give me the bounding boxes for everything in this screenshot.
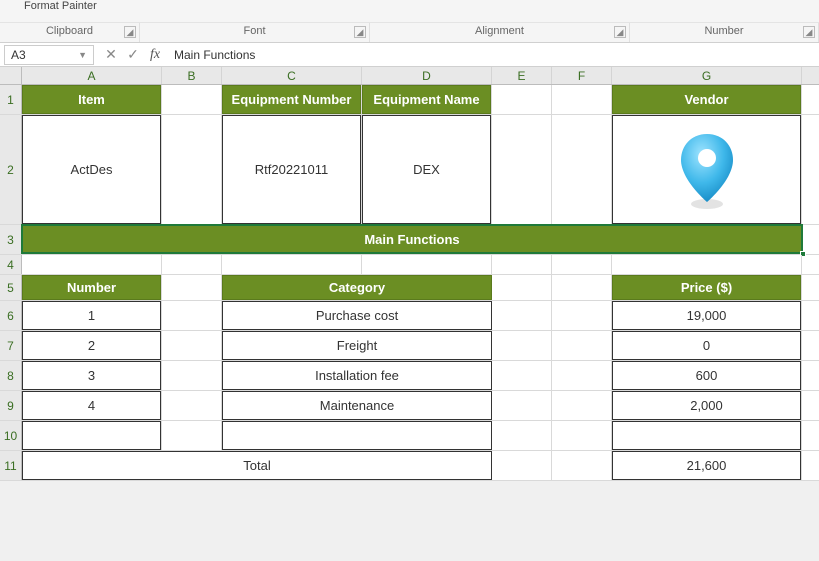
cell-vendor-value[interactable] xyxy=(612,115,801,224)
table-header-category: Category xyxy=(222,275,492,300)
row-header[interactable]: 8 xyxy=(0,361,22,390)
ribbon-group-clipboard: Clipboard ◢ xyxy=(0,23,140,42)
enter-icon[interactable]: ✓ xyxy=(122,46,144,63)
row-header[interactable]: 3 xyxy=(0,225,22,254)
cell-number[interactable]: 4 xyxy=(22,391,161,420)
table-header-vendor: Vendor xyxy=(612,85,801,114)
formula-input[interactable]: Main Functions xyxy=(166,48,819,62)
ribbon-group-label: Clipboard xyxy=(46,25,93,37)
row-header[interactable]: 11 xyxy=(0,451,22,480)
cell-empty[interactable] xyxy=(612,421,801,450)
table-header-price: Price ($) xyxy=(612,275,801,300)
format-painter-button[interactable]: Format Painter xyxy=(0,0,103,12)
cell-category[interactable]: Maintenance xyxy=(222,391,492,420)
dialog-launcher-icon[interactable]: ◢ xyxy=(803,26,815,38)
cell-total-label[interactable]: Total xyxy=(22,451,492,480)
column-header[interactable]: C xyxy=(222,67,362,84)
ribbon-group-number: Number ◢ xyxy=(630,23,819,42)
cell-total-price[interactable]: 21,600 xyxy=(612,451,801,480)
cell-number[interactable]: 2 xyxy=(22,331,161,360)
column-header[interactable]: D xyxy=(362,67,492,84)
column-header[interactable]: E xyxy=(492,67,552,84)
cell-price[interactable]: 600 xyxy=(612,361,801,390)
name-box[interactable]: A3 ▼ xyxy=(4,45,94,65)
cell-price[interactable]: 0 xyxy=(612,331,801,360)
cell-category[interactable]: Purchase cost xyxy=(222,301,492,330)
column-header[interactable]: A xyxy=(22,67,162,84)
column-header-row: A B C D E F G xyxy=(0,67,819,85)
row-header[interactable]: 7 xyxy=(0,331,22,360)
chevron-down-icon[interactable]: ▼ xyxy=(78,50,87,60)
cell-category[interactable]: Installation fee xyxy=(222,361,492,390)
column-header[interactable]: G xyxy=(612,67,802,84)
fx-icon[interactable]: fx xyxy=(144,47,166,63)
cell-number[interactable]: 3 xyxy=(22,361,161,390)
formula-bar-row: A3 ▼ ✕ ✓ fx Main Functions xyxy=(0,43,819,67)
spreadsheet-grid[interactable]: A B C D E F G 1 Item Equipment Number Eq… xyxy=(0,67,819,481)
column-header[interactable]: B xyxy=(162,67,222,84)
table-header-eqnum: Equipment Number xyxy=(222,85,361,114)
dialog-launcher-icon[interactable]: ◢ xyxy=(354,26,366,38)
ribbon-group-font: Font ◢ xyxy=(140,23,370,42)
table-header-item: Item xyxy=(22,85,161,114)
name-box-value: A3 xyxy=(11,48,26,62)
dialog-launcher-icon[interactable]: ◢ xyxy=(124,26,136,38)
row-header[interactable]: 9 xyxy=(0,391,22,420)
select-all-corner[interactable] xyxy=(0,67,22,84)
ribbon: Format Painter Clipboard ◢ Font ◢ Alignm… xyxy=(0,0,819,43)
merged-main-functions[interactable]: Main Functions xyxy=(22,225,802,254)
cell-item-value[interactable]: ActDes xyxy=(22,115,161,224)
table-header-number: Number xyxy=(22,275,161,300)
dialog-launcher-icon[interactable]: ◢ xyxy=(614,26,626,38)
row-header[interactable]: 1 xyxy=(0,85,22,114)
cell-price[interactable]: 19,000 xyxy=(612,301,801,330)
ribbon-group-label: Font xyxy=(243,25,265,37)
ribbon-group-label: Alignment xyxy=(475,25,524,37)
cell-number[interactable]: 1 xyxy=(22,301,161,330)
cell-category[interactable]: Freight xyxy=(222,331,492,360)
cell-price[interactable]: 2,000 xyxy=(612,391,801,420)
map-pin-icon xyxy=(677,130,737,210)
ribbon-group-alignment: Alignment ◢ xyxy=(370,23,630,42)
ribbon-group-label: Number xyxy=(704,25,743,37)
cell-empty[interactable] xyxy=(22,421,161,450)
table-header-eqname: Equipment Name xyxy=(362,85,491,114)
row-header[interactable]: 5 xyxy=(0,275,22,300)
row-header[interactable]: 10 xyxy=(0,421,22,450)
column-header[interactable]: F xyxy=(552,67,612,84)
cell-empty[interactable] xyxy=(222,421,492,450)
cell-eqname-value[interactable]: DEX xyxy=(362,115,491,224)
row-header[interactable]: 4 xyxy=(0,255,22,274)
cell-eqnum-value[interactable]: Rtf20221011 xyxy=(222,115,361,224)
row-header[interactable]: 2 xyxy=(0,115,22,224)
cancel-icon[interactable]: ✕ xyxy=(100,46,122,63)
row-header[interactable]: 6 xyxy=(0,301,22,330)
